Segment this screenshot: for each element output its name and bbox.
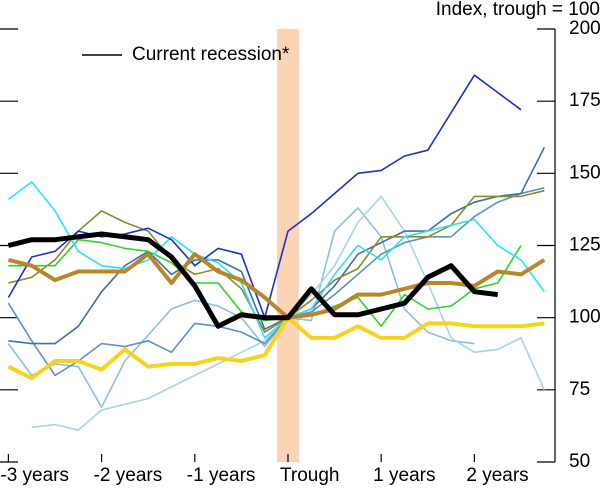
y-tick-label: 125 <box>569 235 601 256</box>
series-line <box>7 181 545 339</box>
y-tick-label: 100 <box>569 307 601 328</box>
y-tick-label: 150 <box>569 162 601 183</box>
series-line <box>7 252 546 320</box>
x-tick-label: -3 years <box>0 465 69 486</box>
trough-band <box>277 29 299 462</box>
y-tick-label: 75 <box>569 379 590 400</box>
series-line <box>8 238 522 328</box>
series-line <box>7 207 475 408</box>
y-axis-label: Index, trough = 100 <box>436 0 600 20</box>
y-tick-label: 50 <box>569 451 590 472</box>
y-tick-label: 200 <box>569 18 601 39</box>
series-line <box>8 189 545 333</box>
series-line <box>7 187 545 377</box>
x-tick-label: 1 years <box>373 465 435 486</box>
series-line <box>7 231 499 329</box>
series-line <box>8 147 546 345</box>
legend-label: Current recession* <box>132 44 290 65</box>
y-tick-label: 175 <box>569 90 601 111</box>
x-tick-label: -2 years <box>94 465 163 486</box>
x-tick-label: -1 years <box>187 465 256 486</box>
series-line <box>7 315 545 381</box>
x-tick-label: 2 years <box>466 465 528 486</box>
x-tick-label: Trough <box>280 465 340 486</box>
